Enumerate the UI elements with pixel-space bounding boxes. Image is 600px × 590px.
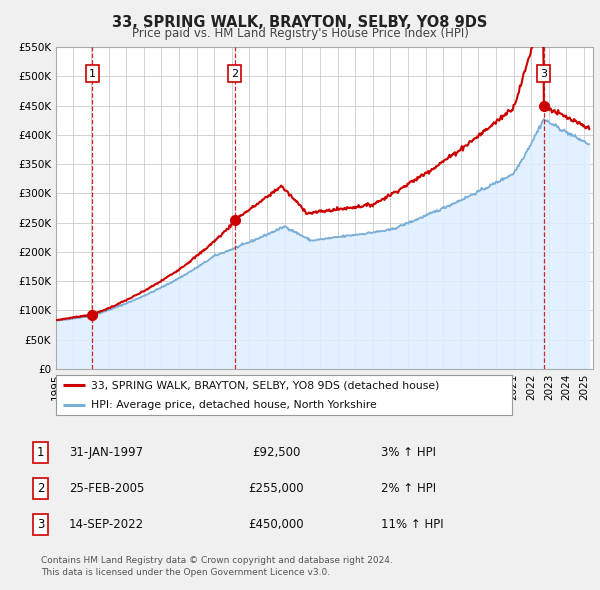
Text: 1: 1 bbox=[37, 446, 44, 459]
Text: This data is licensed under the Open Government Licence v3.0.: This data is licensed under the Open Gov… bbox=[41, 568, 330, 577]
Text: 1: 1 bbox=[89, 68, 96, 78]
Text: Contains HM Land Registry data © Crown copyright and database right 2024.: Contains HM Land Registry data © Crown c… bbox=[41, 556, 392, 565]
Text: £92,500: £92,500 bbox=[252, 446, 300, 459]
Text: Price paid vs. HM Land Registry's House Price Index (HPI): Price paid vs. HM Land Registry's House … bbox=[131, 27, 469, 40]
Text: 14-SEP-2022: 14-SEP-2022 bbox=[69, 518, 144, 531]
Text: 3% ↑ HPI: 3% ↑ HPI bbox=[381, 446, 436, 459]
Text: 33, SPRING WALK, BRAYTON, SELBY, YO8 9DS (detached house): 33, SPRING WALK, BRAYTON, SELBY, YO8 9DS… bbox=[91, 380, 440, 390]
Text: 2% ↑ HPI: 2% ↑ HPI bbox=[381, 482, 436, 495]
Text: 25-FEB-2005: 25-FEB-2005 bbox=[69, 482, 145, 495]
Text: 2: 2 bbox=[231, 68, 238, 78]
Text: £255,000: £255,000 bbox=[248, 482, 304, 495]
Text: 33, SPRING WALK, BRAYTON, SELBY, YO8 9DS: 33, SPRING WALK, BRAYTON, SELBY, YO8 9DS bbox=[112, 15, 488, 30]
Text: 3: 3 bbox=[37, 518, 44, 531]
Text: 11% ↑ HPI: 11% ↑ HPI bbox=[381, 518, 443, 531]
Text: 2: 2 bbox=[37, 482, 44, 495]
Text: 31-JAN-1997: 31-JAN-1997 bbox=[69, 446, 143, 459]
Text: £450,000: £450,000 bbox=[248, 518, 304, 531]
Text: HPI: Average price, detached house, North Yorkshire: HPI: Average price, detached house, Nort… bbox=[91, 400, 377, 410]
Text: 3: 3 bbox=[540, 68, 547, 78]
